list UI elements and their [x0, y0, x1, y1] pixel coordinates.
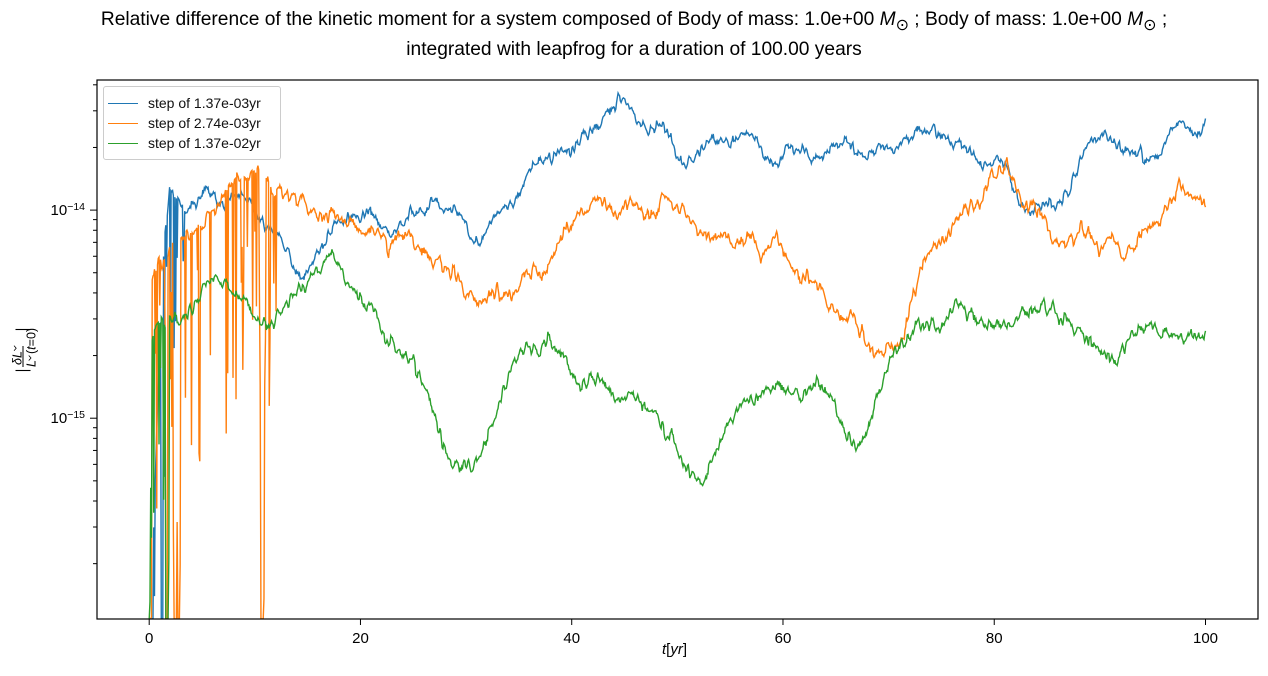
- svg-text:10−14: 10−14: [51, 201, 86, 219]
- svg-text:60: 60: [775, 630, 792, 647]
- svg-text:80: 80: [986, 630, 1003, 647]
- svg-text:20: 20: [352, 630, 369, 647]
- svg-text:δL: δL: [11, 351, 25, 365]
- svg-text:(t=0): (t=0): [25, 328, 39, 354]
- svg-text:40: 40: [563, 630, 580, 647]
- svg-text:10−15: 10−15: [51, 409, 86, 427]
- svg-text:0: 0: [145, 630, 153, 647]
- svg-text:L: L: [25, 360, 39, 367]
- svg-text:100: 100: [1193, 630, 1218, 647]
